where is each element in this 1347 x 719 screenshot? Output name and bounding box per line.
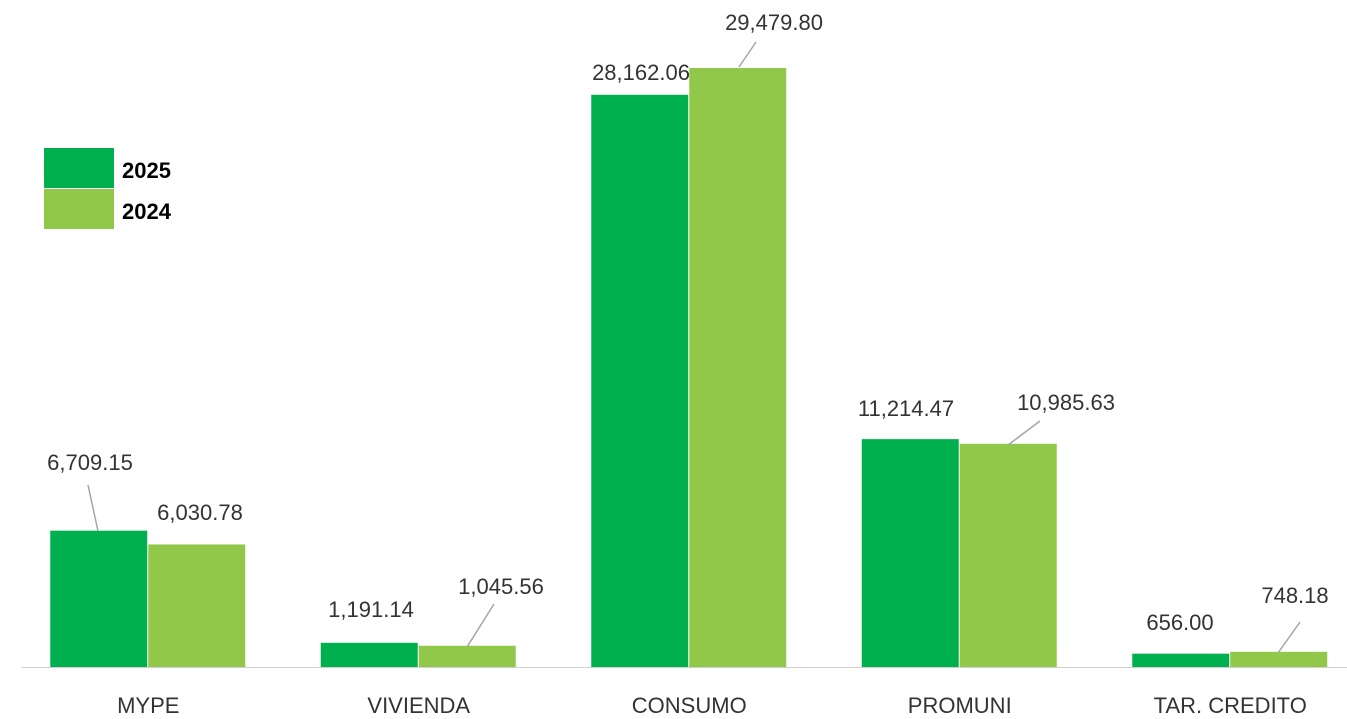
bar	[1230, 651, 1328, 667]
data-label: 11,214.47	[858, 396, 954, 421]
data-label: 1,045.56	[458, 574, 544, 599]
x-tick-label: MYPE	[117, 693, 179, 718]
leader-line	[738, 41, 757, 68]
bar	[689, 68, 787, 667]
bar	[861, 439, 959, 667]
bar	[1132, 653, 1230, 667]
bar	[959, 443, 1057, 667]
legend-label: 2024	[122, 199, 172, 224]
bar	[591, 94, 689, 668]
bar	[418, 645, 516, 667]
bar	[50, 530, 148, 667]
data-label: 10,985.63	[1017, 390, 1115, 415]
leader-line	[466, 603, 495, 648]
x-tick-label: TAR. CREDITO	[1154, 693, 1307, 718]
leader-line	[1007, 420, 1041, 446]
x-tick-label: CONSUMO	[632, 693, 747, 718]
x-tick-label: PROMUNI	[908, 693, 1012, 718]
data-label: 28,162.06	[592, 60, 690, 85]
data-label: 656.00	[1146, 610, 1213, 635]
legend-swatch	[44, 148, 114, 188]
data-label: 29,479.80	[725, 10, 823, 35]
data-label: 6,030.78	[157, 500, 243, 525]
bar	[320, 642, 418, 667]
leader-line	[1277, 621, 1301, 654]
data-label: 748.18	[1261, 583, 1328, 608]
data-label: 1,191.14	[328, 597, 414, 622]
data-label: 6,709.15	[47, 450, 133, 475]
legend-swatch	[44, 189, 114, 229]
leader-line	[87, 484, 99, 532]
x-tick-label: VIVIENDA	[367, 693, 470, 718]
legend-label: 2025	[122, 158, 171, 183]
bar	[148, 544, 246, 667]
